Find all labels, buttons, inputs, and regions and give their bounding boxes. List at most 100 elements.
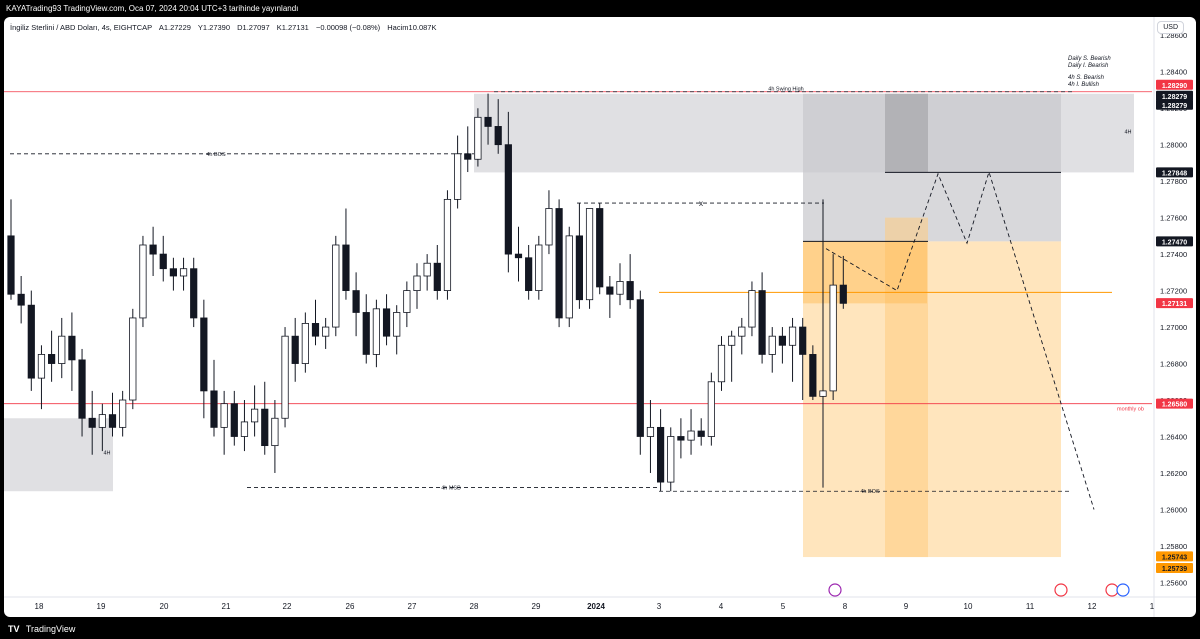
- price-badge: 1.27470: [1156, 236, 1193, 247]
- candle: [707, 372, 715, 446]
- candle-body: [748, 290, 756, 328]
- event-icon: [828, 583, 842, 597]
- candle-body: [565, 235, 573, 319]
- candle-body: [626, 281, 634, 301]
- candle-body: [738, 326, 746, 337]
- demand-zone-4h: [4, 418, 113, 492]
- legend-low: D1.27097: [237, 23, 270, 32]
- candle: [819, 199, 827, 488]
- legend-change: −0.00098 (−0.08%): [315, 23, 381, 32]
- candle-body: [596, 208, 604, 288]
- highlight-column: [885, 217, 928, 558]
- price-badge: 1.25743: [1156, 551, 1193, 562]
- candlestick-chart[interactable]: 4h Swing High 4h BOS 4h MSB 4h BOS monthly o…: [4, 17, 1196, 617]
- candle-body: [362, 312, 370, 355]
- price-tick-label: 1.26200: [1160, 469, 1187, 478]
- candle-body: [799, 326, 807, 355]
- candle-body: [190, 268, 198, 319]
- candle: [301, 312, 309, 373]
- candle-body: [525, 257, 533, 291]
- candle-body: [332, 244, 340, 328]
- candle: [230, 390, 238, 446]
- candle: [342, 208, 350, 300]
- time-tick-label: 5: [781, 602, 786, 611]
- candle-body: [322, 326, 330, 337]
- bias-notes: Daily S. Bearish Daily I. Bearish 4h S. …: [1068, 56, 1111, 89]
- candle: [585, 208, 594, 309]
- candle: [657, 409, 665, 492]
- price-tick-label: 1.28000: [1160, 141, 1187, 150]
- footer-bar: TV TradingView: [0, 619, 1200, 639]
- price-badge-bg: [1156, 563, 1193, 574]
- currency-button[interactable]: USD: [1157, 21, 1184, 34]
- candle-body: [119, 399, 127, 428]
- chart-panel[interactable]: 4h Swing High 4h BOS 4h MSB 4h BOS monthly o…: [4, 17, 1196, 617]
- event-icon: [1105, 583, 1119, 597]
- candle-body: [108, 414, 117, 428]
- price-tick-label: 1.27200: [1160, 287, 1187, 296]
- candle: [37, 345, 46, 410]
- candle: [596, 203, 604, 295]
- candle-body: [250, 408, 259, 423]
- candle-body: [829, 284, 837, 392]
- candle: [788, 317, 797, 382]
- candle: [190, 257, 198, 328]
- candle-body: [728, 335, 736, 346]
- candle: [433, 244, 441, 300]
- candle: [139, 235, 147, 328]
- price-badge: 1.28279: [1156, 90, 1193, 101]
- candle: [545, 190, 553, 255]
- price-tick-label: 1.28400: [1160, 68, 1187, 77]
- candle-body: [301, 323, 309, 364]
- candle-body: [494, 126, 502, 146]
- candle: [129, 308, 137, 410]
- candle: [474, 108, 482, 167]
- price-badge: 1.25739: [1156, 563, 1193, 574]
- legend-symbol: İngiliz Sterlini / ABD Doları, 4s, EIGHT…: [10, 23, 153, 32]
- candle-body: [139, 244, 147, 319]
- candle: [332, 235, 340, 337]
- candle: [291, 317, 299, 382]
- candle: [48, 330, 56, 382]
- candle: [809, 345, 817, 401]
- candle-body: [464, 153, 472, 160]
- candle: [119, 390, 127, 437]
- candle-body: [88, 417, 96, 428]
- candle: [839, 255, 847, 309]
- bos-left-label: 4h BOS: [206, 152, 226, 158]
- candle: [393, 305, 401, 355]
- candle: [687, 409, 695, 455]
- candle-body: [677, 436, 685, 441]
- candle-body: [809, 354, 817, 397]
- candle: [98, 403, 106, 452]
- time-tick-label: 28: [470, 602, 479, 611]
- candle-body: [98, 414, 106, 428]
- bias-note: Daily I. Bearish: [1068, 63, 1109, 69]
- price-badge-bg: [1156, 551, 1193, 562]
- candle-body: [129, 317, 137, 401]
- candle-body: [514, 253, 523, 259]
- publish-banner: KAYATrading93 TradingView.com, Oca 07, 2…: [0, 0, 1200, 17]
- candle-body: [657, 426, 665, 483]
- candle-body: [788, 326, 797, 346]
- candle: [484, 93, 492, 145]
- candle-body: [707, 381, 715, 437]
- candle: [616, 263, 624, 306]
- tradingview-logo-icon: TV: [8, 624, 20, 634]
- candle-body: [169, 268, 177, 277]
- candle-body: [149, 244, 157, 255]
- short-position-stop-zone: [803, 93, 1061, 242]
- candle: [261, 381, 269, 455]
- price-tick-label: 1.26800: [1160, 360, 1187, 369]
- candle: [159, 235, 167, 282]
- symbol-legend: İngiliz Sterlini / ABD Doları, 4s, EIGHT…: [10, 23, 441, 32]
- candle: [677, 418, 685, 459]
- candle-body: [819, 390, 827, 397]
- candle: [281, 327, 289, 428]
- time-tick-label: 20: [160, 602, 169, 611]
- candle: [311, 299, 320, 346]
- candle: [626, 254, 634, 309]
- candle: [636, 290, 644, 455]
- price-tick-label: 1.25800: [1160, 542, 1187, 551]
